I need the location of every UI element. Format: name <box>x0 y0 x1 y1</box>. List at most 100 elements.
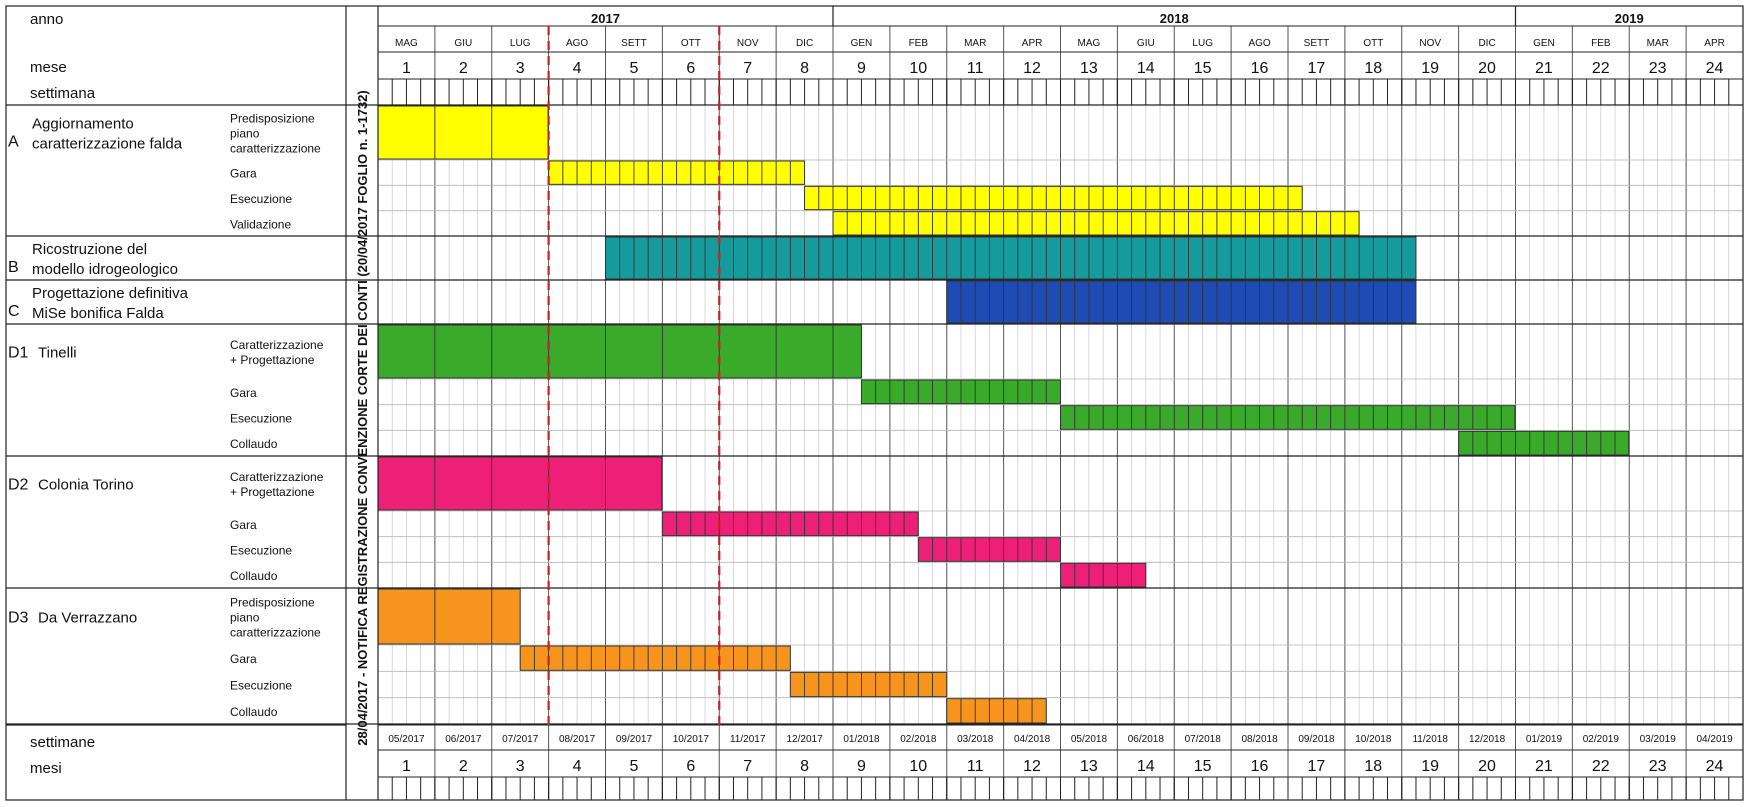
group-code: B <box>8 259 19 276</box>
task-label: Gara <box>230 652 257 666</box>
footer-month-label: mesi <box>30 760 62 777</box>
month-number-label: 6 <box>686 60 695 77</box>
year-label: 2019 <box>1615 11 1644 26</box>
task-label: Validazione <box>230 217 291 231</box>
footer-date-label: 10/2017 <box>673 734 710 745</box>
vertical-note: 28/04/2017 - NOTIFICA REGISTRAZIONE CONV… <box>355 90 370 745</box>
gantt-bar <box>946 280 1417 324</box>
month-abbr-label: AGO <box>566 38 588 49</box>
task-label: piano <box>230 611 260 625</box>
year-label: 2017 <box>591 11 620 26</box>
footer-month-number: 2 <box>459 758 468 775</box>
month-abbr-label: APR <box>1704 38 1725 49</box>
footer-month-number: 14 <box>1137 758 1155 775</box>
footer-date-label: 03/2018 <box>957 734 994 745</box>
footer-date-label: 06/2017 <box>445 734 482 745</box>
month-number-label: 24 <box>1706 60 1724 77</box>
group-title: Da Verrazzano <box>38 610 137 627</box>
month-abbr-label: GEN <box>1533 38 1555 49</box>
footer-month-number: 17 <box>1308 758 1326 775</box>
task-label: Caratterizzazione <box>230 470 324 484</box>
footer-date-label: 02/2018 <box>900 734 937 745</box>
footer-month-number: 5 <box>629 758 638 775</box>
gantt-bar <box>804 185 1303 211</box>
month-abbr-label: GIU <box>1137 38 1155 49</box>
footer-month-number: 6 <box>686 758 695 775</box>
footer-date-label: 04/2019 <box>1696 734 1733 745</box>
footer-month-number: 11 <box>967 758 984 775</box>
month-number-label: 20 <box>1478 60 1496 77</box>
month-abbr-label: GIU <box>454 38 472 49</box>
month-number-label: 13 <box>1080 60 1098 77</box>
outer-frame <box>5 5 1744 801</box>
group-title: Tinelli <box>38 345 77 362</box>
footer-date-label: 06/2018 <box>1128 734 1165 745</box>
footer-week-label: settimane <box>30 734 95 751</box>
month-number-label: 10 <box>909 60 927 77</box>
month-abbr-label: FEB <box>909 38 929 49</box>
group-title: Ricostruzione del <box>32 241 147 258</box>
group-code: A <box>8 134 19 151</box>
footer-month-number: 23 <box>1649 758 1667 775</box>
month-abbr-label: MAG <box>1078 38 1101 49</box>
footer-date-label: 03/2019 <box>1640 734 1677 745</box>
month-abbr-label: SETT <box>1304 38 1330 49</box>
month-number-label: 15 <box>1194 60 1212 77</box>
month-number-label: 11 <box>967 60 984 77</box>
month-abbr-label: NOV <box>1419 38 1441 49</box>
month-number-label: 3 <box>516 60 525 77</box>
footer-month-number: 19 <box>1421 758 1439 775</box>
group-title: modello idrogeologico <box>32 261 178 278</box>
month-number-label: 19 <box>1421 60 1439 77</box>
footer-month-number: 7 <box>743 758 752 775</box>
footer-month-number: 13 <box>1080 758 1098 775</box>
month-number-label: 22 <box>1592 60 1610 77</box>
year-label: 2018 <box>1160 11 1189 26</box>
month-number-label: 18 <box>1364 60 1382 77</box>
month-row-label: mese <box>30 59 67 76</box>
footer-month-number: 22 <box>1592 758 1610 775</box>
footer-month-number: 12 <box>1023 758 1041 775</box>
task-label: Esecuzione <box>230 192 292 206</box>
task-label: Collaudo <box>230 569 278 583</box>
task-label: Esecuzione <box>230 412 292 426</box>
month-abbr-label: AGO <box>1248 38 1270 49</box>
task-label: Collaudo <box>230 705 278 719</box>
gantt-bar <box>946 698 1047 724</box>
footer-month-number: 20 <box>1478 758 1496 775</box>
task-label: Esecuzione <box>230 544 292 558</box>
week-row-label: settimana <box>30 85 96 102</box>
footer-date-label: 12/2017 <box>786 734 823 745</box>
month-number-label: 16 <box>1251 60 1269 77</box>
year-row-label: anno <box>30 11 63 28</box>
task-label: caratterizzazione <box>230 626 321 640</box>
group-title: Colonia Torino <box>38 477 134 494</box>
month-number-label: 1 <box>402 60 411 77</box>
month-number-label: 12 <box>1023 60 1041 77</box>
task-label: Predisposizione <box>230 596 315 610</box>
month-abbr-label: FEB <box>1591 38 1611 49</box>
gantt-bar <box>789 671 948 698</box>
footer-date-label: 09/2017 <box>616 734 653 745</box>
footer-date-label: 12/2018 <box>1469 734 1506 745</box>
footer-month-number: 16 <box>1251 758 1269 775</box>
month-number-label: 14 <box>1137 60 1155 77</box>
month-abbr-label: LUG <box>1192 38 1213 49</box>
group-title: Progettazione definitiva <box>32 285 189 302</box>
gantt-bar <box>377 588 521 645</box>
footer-date-label: 09/2018 <box>1298 734 1335 745</box>
group-code: D1 <box>8 345 29 362</box>
group-code: D3 <box>8 610 29 627</box>
task-label: Gara <box>230 167 257 181</box>
task-label: caratterizzazione <box>230 142 321 156</box>
footer-month-number: 24 <box>1706 758 1724 775</box>
month-number-label: 4 <box>573 60 582 77</box>
footer-month-number: 3 <box>516 758 525 775</box>
month-number-label: 17 <box>1308 60 1326 77</box>
task-label: Predisposizione <box>230 112 315 126</box>
month-abbr-label: MAR <box>964 38 986 49</box>
footer-date-label: 07/2018 <box>1185 734 1222 745</box>
